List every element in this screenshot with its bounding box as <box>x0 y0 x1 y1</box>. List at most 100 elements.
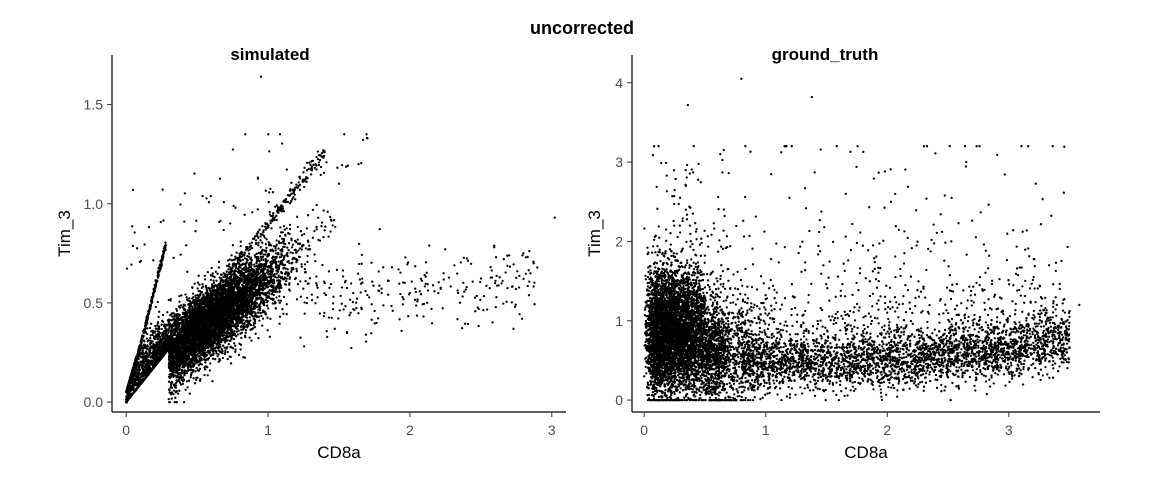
data-point <box>314 259 317 263</box>
data-point <box>261 255 265 258</box>
data-point <box>164 327 167 331</box>
data-point <box>277 247 280 250</box>
data-point <box>281 231 284 234</box>
data-point <box>247 274 250 277</box>
data-point <box>264 258 267 261</box>
data-point <box>128 396 132 399</box>
data-point <box>254 306 257 309</box>
data-point <box>284 233 287 236</box>
data-point <box>320 224 323 228</box>
data-point <box>217 266 221 269</box>
data-point <box>212 281 216 284</box>
data-point <box>259 311 262 315</box>
data-point <box>170 386 174 389</box>
data-point <box>259 265 263 269</box>
data-point <box>275 290 279 294</box>
data-point <box>194 370 197 373</box>
data-point <box>261 241 264 244</box>
data-point <box>281 237 284 240</box>
data-point <box>186 309 190 312</box>
data-point <box>262 253 266 256</box>
data-point <box>216 272 219 275</box>
data-point <box>186 386 189 389</box>
data-point <box>269 277 272 280</box>
data-point <box>217 260 221 263</box>
data-point <box>191 292 195 295</box>
data-point <box>226 357 229 361</box>
data-point <box>214 358 217 361</box>
data-point <box>252 321 256 325</box>
data-point <box>282 312 285 315</box>
data-point <box>214 339 217 342</box>
data-point <box>266 259 269 262</box>
data-point <box>260 314 263 318</box>
data-point <box>291 243 295 246</box>
data-point <box>303 263 307 266</box>
data-point <box>211 272 214 275</box>
data-point <box>170 327 173 330</box>
data-point <box>234 344 237 347</box>
data-point <box>291 251 294 255</box>
data-point <box>274 244 278 248</box>
data-point <box>236 267 240 270</box>
data-point <box>171 315 174 318</box>
data-point <box>290 268 293 271</box>
data-point <box>240 336 243 340</box>
data-point <box>230 259 234 262</box>
data-point <box>265 246 268 250</box>
data-point <box>239 332 242 335</box>
data-point <box>278 315 282 318</box>
data-point <box>286 274 289 277</box>
data-point <box>324 225 327 228</box>
data-point <box>193 282 196 285</box>
data-point <box>220 347 223 351</box>
data-point <box>180 371 183 374</box>
data-point <box>232 337 236 341</box>
data-point <box>175 316 178 319</box>
data-point <box>283 283 287 286</box>
data-point <box>172 392 175 396</box>
data-point <box>337 182 341 185</box>
data-point <box>234 350 237 354</box>
data-point <box>288 232 291 236</box>
data-point <box>304 271 307 274</box>
data-point <box>234 348 237 351</box>
data-point <box>180 294 183 297</box>
data-point <box>278 301 281 304</box>
data-point <box>149 339 152 342</box>
data-point <box>297 249 300 252</box>
data-point <box>201 283 204 286</box>
data-point <box>287 259 290 263</box>
data-point <box>275 218 278 222</box>
data-point <box>215 352 218 355</box>
data-point <box>142 364 145 368</box>
data-point <box>215 279 218 282</box>
data-point <box>278 295 281 298</box>
data-point <box>247 252 251 255</box>
data-point <box>254 332 257 335</box>
data-point <box>306 254 309 258</box>
data-point <box>323 229 326 232</box>
data-point <box>293 248 296 252</box>
data-point <box>206 270 209 274</box>
data-point <box>292 266 295 270</box>
data-point <box>296 238 299 241</box>
data-point <box>203 373 206 377</box>
data-point <box>239 348 242 351</box>
panel-title: simulated <box>230 45 309 64</box>
data-point <box>258 277 261 280</box>
data-point <box>257 244 260 247</box>
data-point <box>322 235 325 239</box>
data-point <box>209 274 213 277</box>
data-point <box>185 311 188 314</box>
data-point <box>196 281 200 284</box>
data-point <box>277 299 280 302</box>
data-point <box>149 356 152 359</box>
data-point <box>219 351 223 354</box>
data-point <box>317 216 320 219</box>
data-point <box>209 362 212 365</box>
data-point <box>178 389 181 392</box>
data-point <box>172 371 175 374</box>
data-point <box>259 246 262 249</box>
data-point <box>230 254 233 257</box>
